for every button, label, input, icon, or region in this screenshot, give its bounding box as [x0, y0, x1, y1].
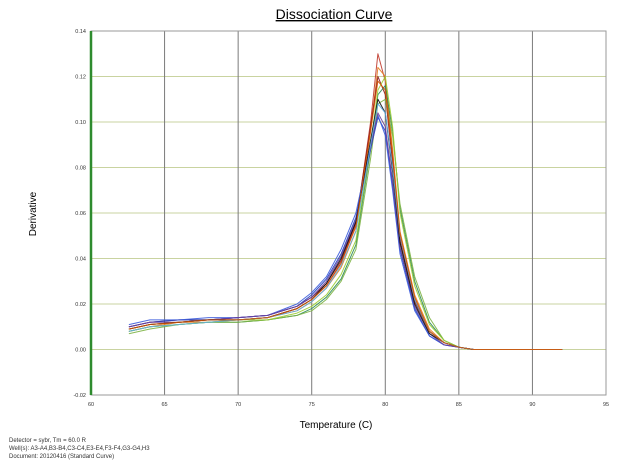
y-tick-label: 0.06 — [75, 211, 86, 217]
series-line-7 — [128, 116, 563, 350]
series-line-12 — [128, 80, 563, 350]
series-line-1 — [128, 53, 563, 350]
detector-line: Detector = sybr, Tm = 60.0 R — [9, 438, 86, 444]
series-line-8 — [128, 114, 563, 350]
series-lines — [128, 53, 563, 350]
wells-line: Well(s): A3-A4,B3-B4,C3-C4,E3-E4,F3-F4,G… — [9, 446, 150, 452]
y-tick-label: 0.02 — [75, 302, 86, 308]
series-line-10 — [128, 98, 563, 350]
x-tick-label: 80 — [382, 402, 388, 408]
series-line-11 — [128, 103, 563, 350]
series-line-9 — [128, 112, 563, 350]
series-line-4 — [128, 85, 563, 350]
dissociation-chart: Dissociation Curve -0.02 0.00 0.02 0.04 0.06… — [28, 6, 609, 431]
y-tick-label: 0.08 — [75, 166, 86, 172]
x-tick-label: 95 — [603, 402, 609, 408]
y-tick-label: 0.14 — [75, 29, 86, 35]
y-tick-label: -0.02 — [73, 393, 86, 399]
document-line: Document: 20120416 (Standard Curve) — [9, 454, 115, 460]
y-tick-label: 0.10 — [75, 120, 86, 126]
series-line-5 — [128, 98, 563, 350]
x-axis-label: Temperature (C) — [300, 420, 373, 431]
x-tick-label: 70 — [235, 402, 241, 408]
x-tick-label: 75 — [309, 402, 315, 408]
y-axis-label: Derivative — [28, 191, 39, 236]
y-tick-label: 0.12 — [75, 75, 86, 81]
grid — [90, 30, 607, 396]
x-tick-label: 60 — [88, 402, 94, 408]
detector-info: Detector = sybr, Tm = 60.0 R Well(s): A3… — [9, 437, 150, 461]
x-tick-label: 65 — [162, 402, 168, 408]
y-tick-label: 0.00 — [75, 348, 86, 354]
series-line-2 — [128, 66, 563, 350]
x-tick-label: 90 — [529, 402, 535, 408]
x-tick-label: 85 — [456, 402, 462, 408]
y-tick-label: 0.04 — [75, 257, 86, 263]
axes: -0.02 0.00 0.02 0.04 0.06 0.08 0.10 0.12 0.14 60 6… — [73, 29, 609, 408]
chart-title: Dissociation Curve — [276, 6, 393, 22]
